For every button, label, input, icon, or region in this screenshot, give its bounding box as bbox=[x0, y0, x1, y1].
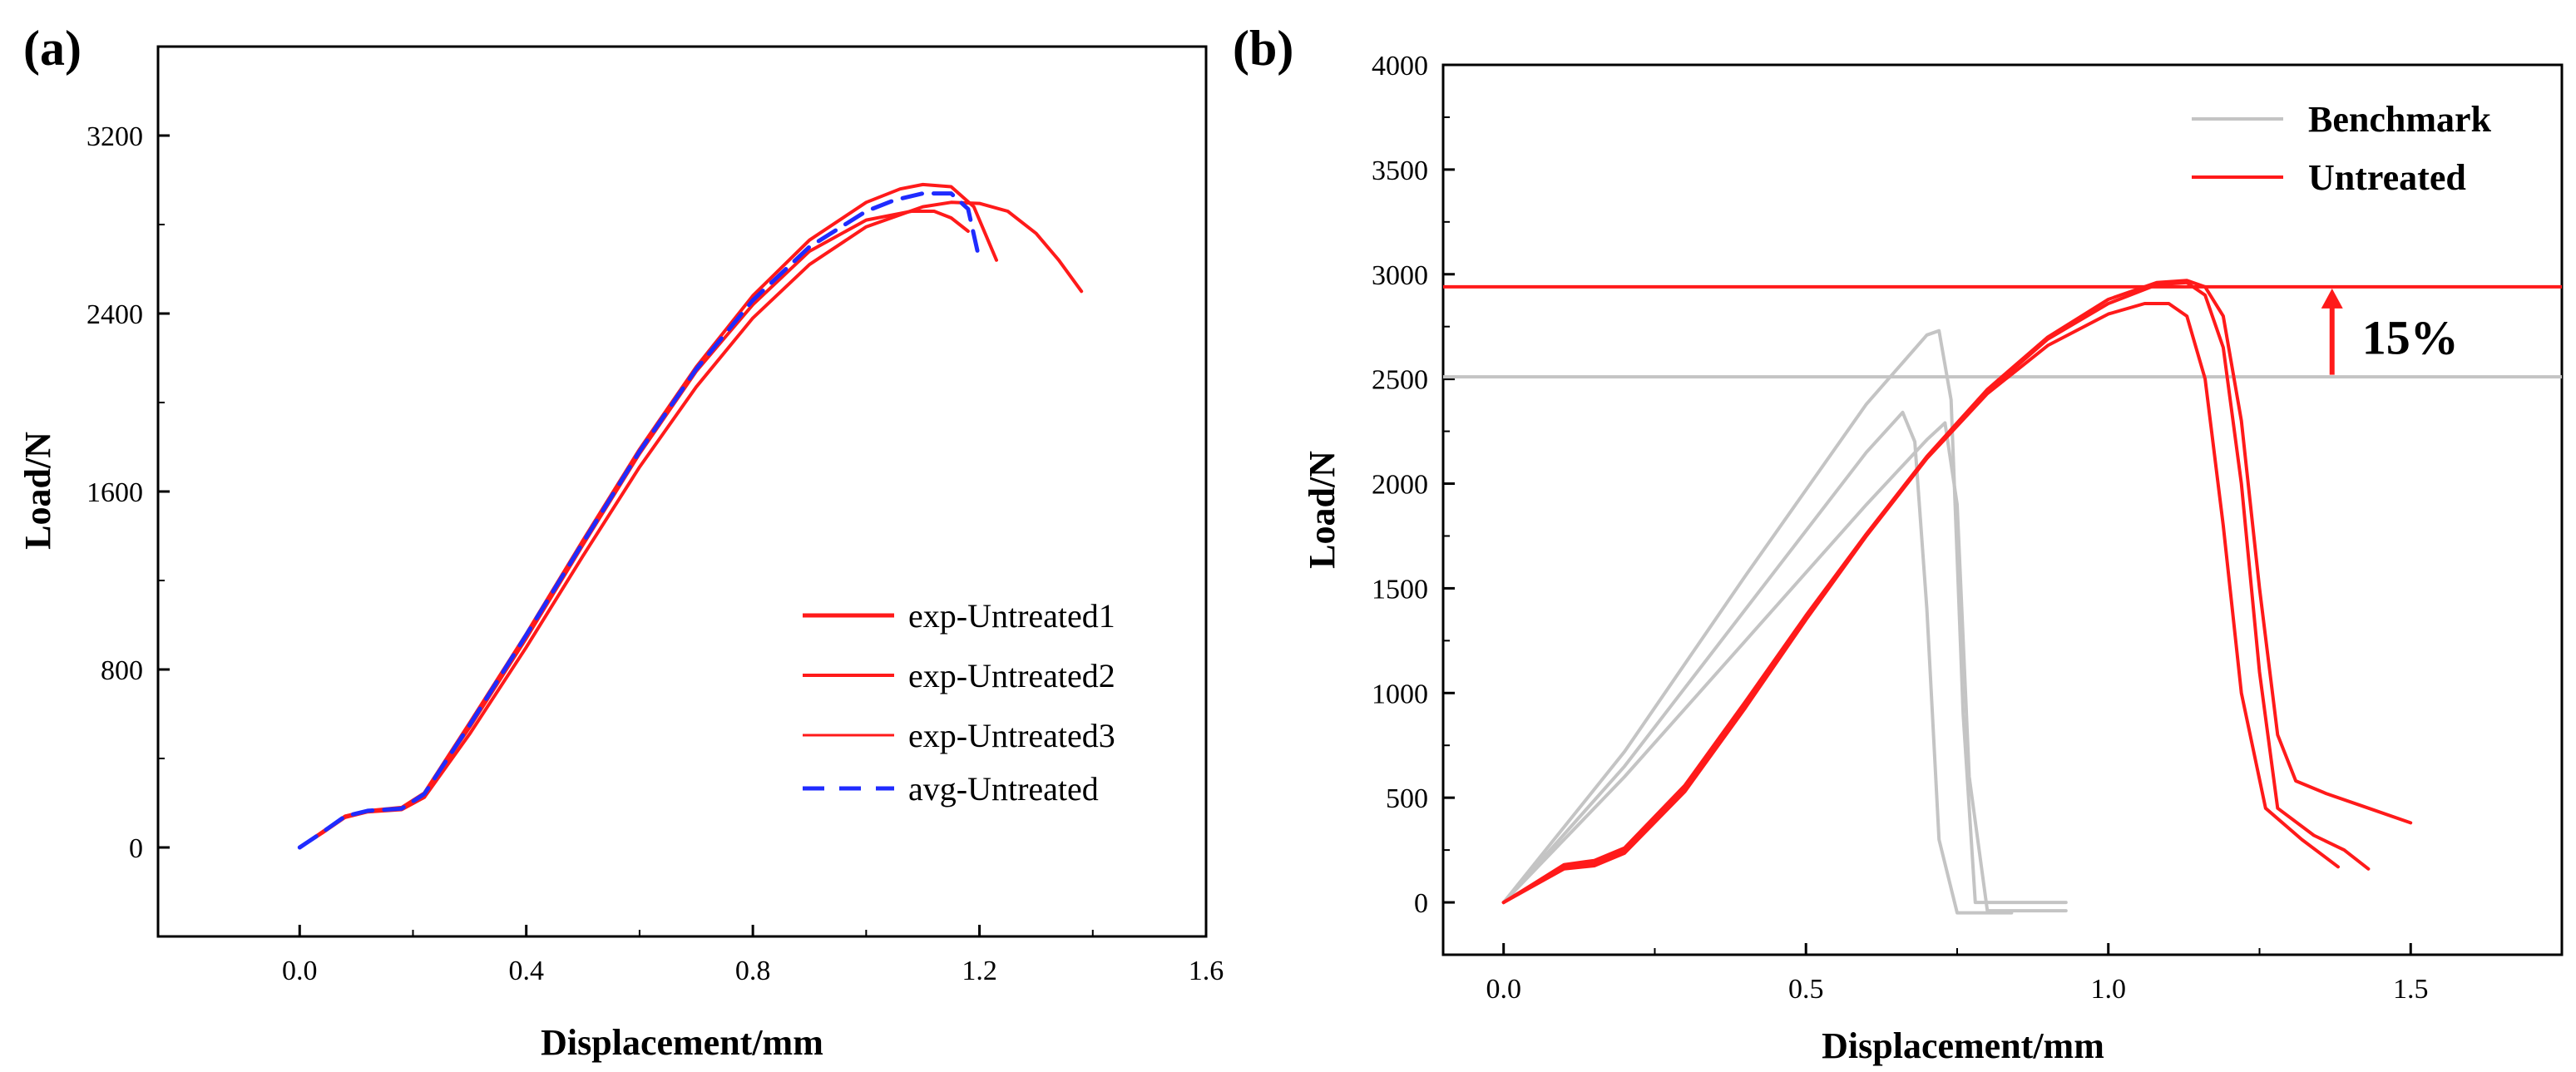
panel-a-x-tick-label: 0.4 bbox=[508, 956, 544, 986]
panel-a-y-tick-label: 0 bbox=[129, 833, 143, 864]
series-line-benchmark-2 bbox=[1501, 410, 2014, 915]
panel-a-x-tick-label: 1.2 bbox=[962, 956, 997, 986]
panel-b-y-tick-label: 1500 bbox=[1372, 574, 1428, 605]
series-line-untreated-3 bbox=[1501, 280, 2371, 905]
panel-b-x-tick-label: 0.0 bbox=[1486, 974, 1521, 1005]
panel-b-y-tick-label: 1000 bbox=[1372, 679, 1428, 709]
legend-label-benchmark: Benchmark bbox=[2308, 99, 2492, 140]
legend-label-exp-untreated3: exp-Untreated3 bbox=[908, 717, 1115, 754]
panel-a-y-tick-label: 1600 bbox=[87, 477, 143, 508]
panel-a-x-axis-title: Displacement/mm bbox=[541, 1022, 823, 1063]
series-line-avg-untreated bbox=[297, 191, 982, 850]
panel-a-ticks: 0.0 0.4 0.8 1.2 1.6 0 800 1600 2400 3200 bbox=[87, 121, 1224, 986]
panel-b-x-tick-label: 0.5 bbox=[1788, 974, 1824, 1005]
panel-b-x-axis-title: Displacement/mm bbox=[1822, 1025, 2104, 1066]
panel-a-series bbox=[297, 182, 1084, 850]
panel-b-y-tick-label: 2000 bbox=[1372, 470, 1428, 501]
panel-a-y-tick-label: 3200 bbox=[87, 121, 143, 152]
panel-b-x-tick-label: 1.5 bbox=[2393, 974, 2429, 1005]
panel-b: (b) 0.0 0.5 1.0 1.5 0 500 1000 1500 2000 2500 3000… bbox=[1233, 21, 2564, 1066]
panel-b-y-tick-label: 2500 bbox=[1372, 365, 1428, 396]
panel-a-legend: exp-Untreated1 exp-Untreated2 exp-Untrea… bbox=[803, 597, 1115, 808]
panel-b-y-tick-label: 3000 bbox=[1372, 260, 1428, 291]
panel-b-y-tick-label: 4000 bbox=[1372, 51, 1428, 82]
series-line-exp-untreated1 bbox=[298, 182, 998, 849]
series-line-untreated-2 bbox=[1501, 302, 2340, 905]
panel-a-x-tick-label: 0.8 bbox=[735, 956, 771, 986]
panel-b-x-tick-label: 1.0 bbox=[2090, 974, 2126, 1005]
increase-arrow-head-icon bbox=[2321, 288, 2343, 309]
panel-b-y-tick-label: 0 bbox=[1414, 888, 1428, 919]
panel-a-y-tick-label: 800 bbox=[101, 655, 143, 686]
legend-label-exp-untreated2: exp-Untreated2 bbox=[908, 657, 1115, 694]
panel-b-annotation: 15% bbox=[2321, 288, 2459, 375]
panel-b-series bbox=[1501, 279, 2413, 915]
series-line-exp-untreated3 bbox=[298, 210, 970, 849]
panel-b-ticks: 0.0 0.5 1.0 1.5 0 500 1000 1500 2000 2500 3000 3500… bbox=[1372, 51, 2428, 1005]
series-line-untreated-1 bbox=[1501, 279, 2413, 905]
increase-percentage: 15% bbox=[2362, 311, 2459, 365]
panel-a-x-tick-label: 0.0 bbox=[282, 956, 318, 986]
panel-b-y-tick-label: 500 bbox=[1386, 783, 1428, 814]
panel-b-plot-frame bbox=[1441, 63, 2564, 956]
series-line-benchmark-3 bbox=[1501, 421, 2068, 913]
panel-b-legend: Benchmark Untreated bbox=[2192, 99, 2492, 198]
panel-b-y-tick-label: 3500 bbox=[1372, 156, 1428, 186]
panel-a-y-axis-title: Load/N bbox=[17, 432, 58, 550]
series-line-benchmark-1 bbox=[1501, 329, 2068, 905]
panel-b-label: (b) bbox=[1233, 21, 1293, 76]
legend-label-untreated: Untreated bbox=[2308, 157, 2466, 198]
panel-a: (a) 0.0 0.4 0.8 1.2 1.6 0 800 1600 2400 3200 Disp… bbox=[17, 21, 1224, 1063]
legend-label-exp-untreated1: exp-Untreated1 bbox=[908, 597, 1115, 635]
panel-a-label: (a) bbox=[23, 21, 82, 76]
panel-a-y-tick-label: 2400 bbox=[87, 299, 143, 330]
panel-a-x-tick-label: 1.6 bbox=[1189, 956, 1224, 986]
panel-b-y-axis-title: Load/N bbox=[1302, 451, 1342, 569]
legend-label-avg-untreated: avg-Untreated bbox=[908, 770, 1099, 808]
